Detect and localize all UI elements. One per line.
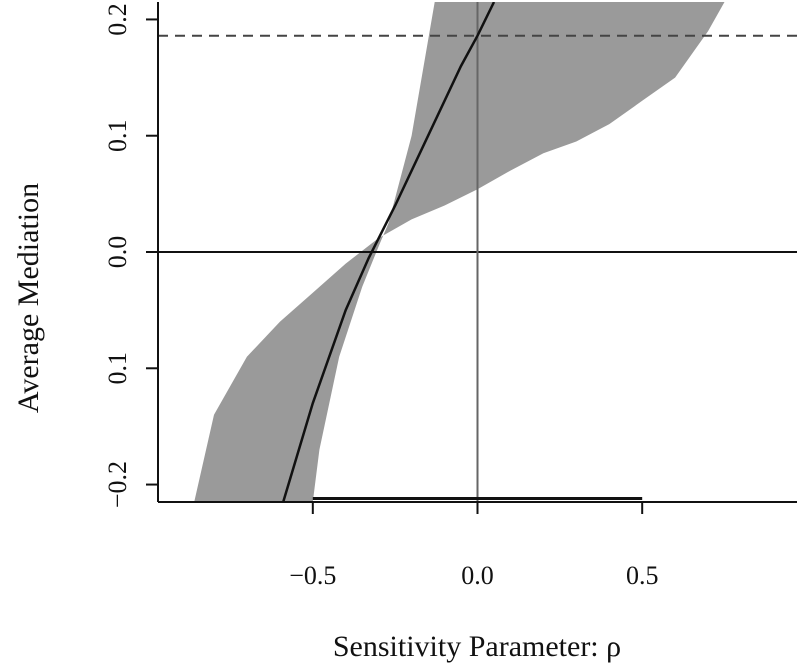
axes: −0.2 0.1 0.0 0.1 0.2 −0.5 0.0 0.5 xyxy=(103,2,797,590)
x-axis-label: Sensitivity Parameter: ρ xyxy=(333,630,621,663)
y-axis-label: Average Mediation xyxy=(12,183,45,413)
x-tick-label: −0.5 xyxy=(289,561,336,590)
y-tick-label: 0.1 xyxy=(103,352,132,385)
x-tick-label: 0.5 xyxy=(626,561,659,590)
y-tick-label: 0.2 xyxy=(103,3,132,36)
y-tick-label: −0.2 xyxy=(103,461,132,508)
series-line-estimate xyxy=(282,2,496,502)
y-tick-label: 0.0 xyxy=(103,236,132,269)
confidence-band xyxy=(194,2,725,502)
y-tick-label: 0.1 xyxy=(103,119,132,152)
plot-clipped-group xyxy=(158,2,797,502)
x-tick-label: 0.0 xyxy=(461,561,494,590)
plot-area xyxy=(158,2,797,502)
